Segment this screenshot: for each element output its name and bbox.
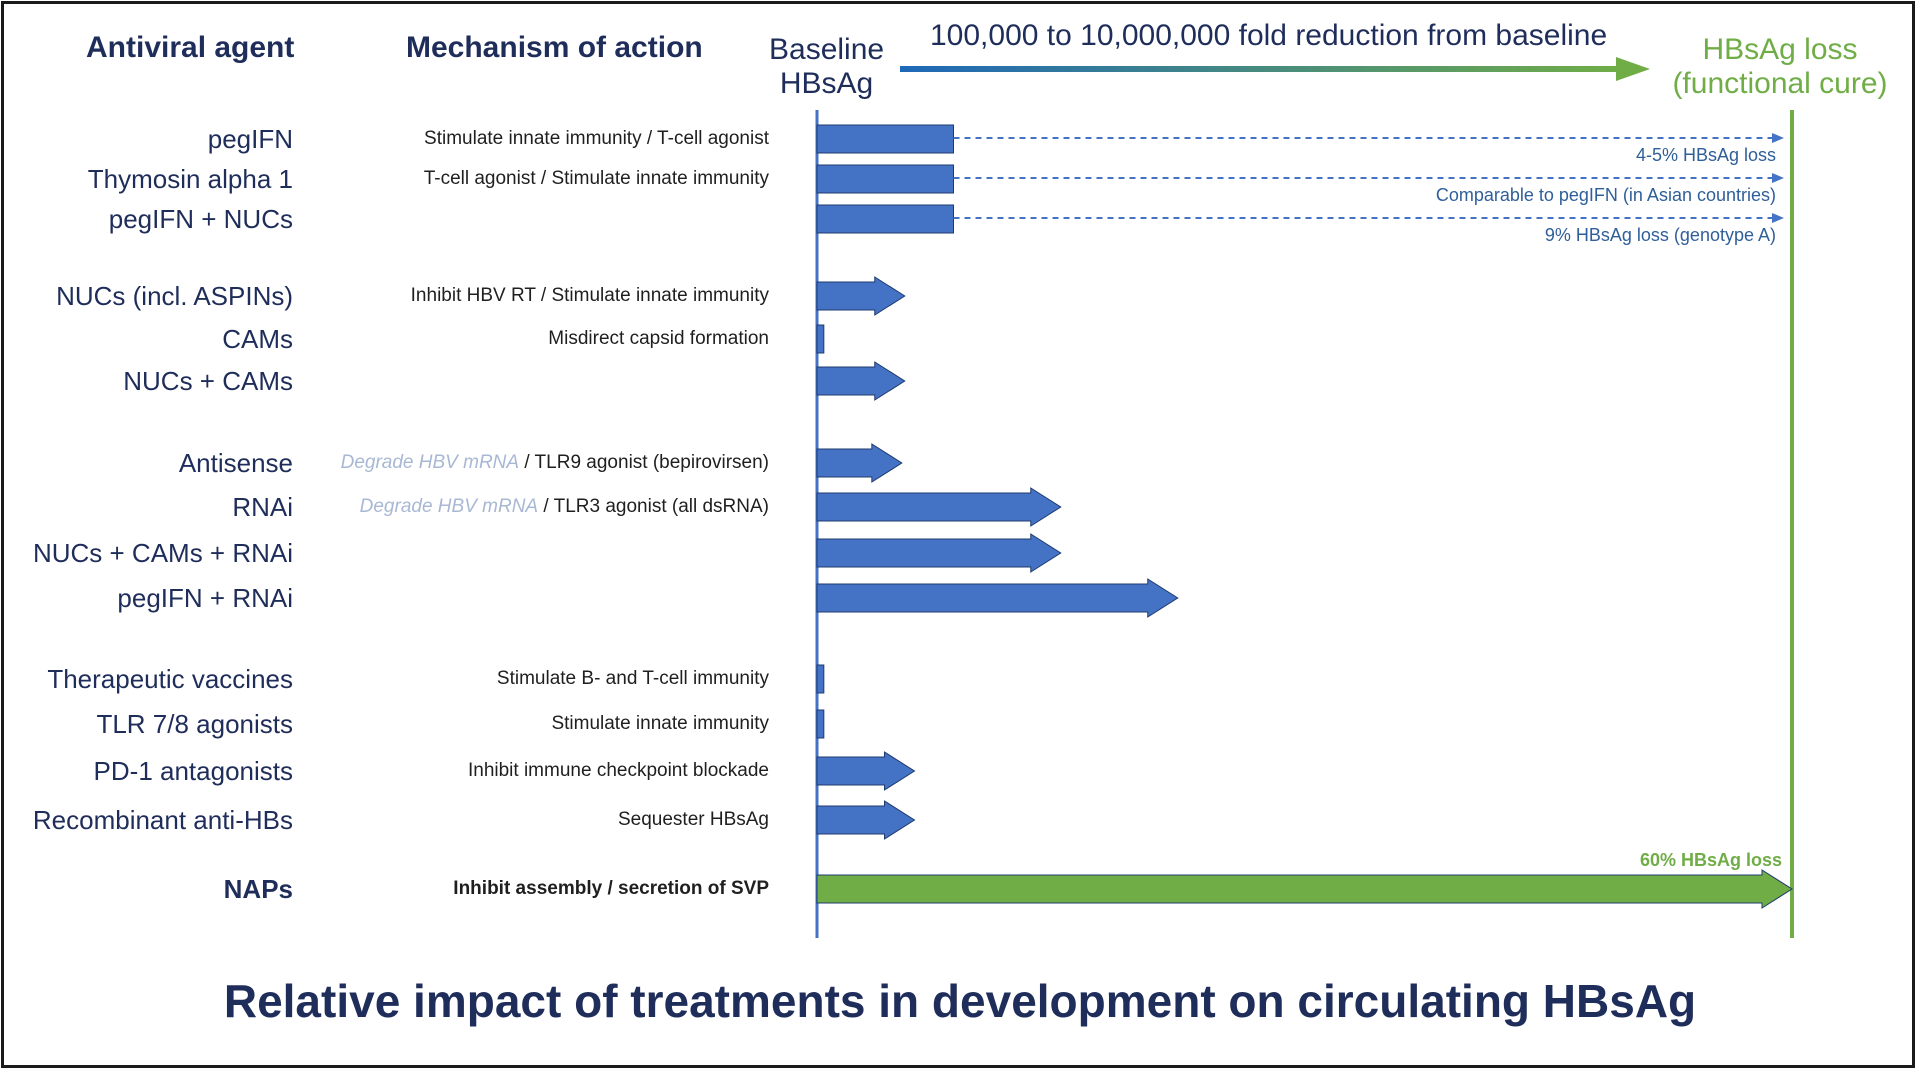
- note-2: 9% HBsAg loss (genotype A): [1544, 225, 1776, 245]
- agent-label-0: pegIFN: [207, 124, 293, 154]
- agent-label-4: CAMs: [222, 324, 293, 354]
- mechanism-label-13: Sequester HBsAg: [618, 808, 769, 832]
- mechanism-label-3: Inhibit HBV RT / Stimulate innate immuni…: [411, 284, 769, 308]
- note-0: 4-5% HBsAg loss: [1635, 145, 1776, 165]
- figure-caption: Relative impact of treatments in develop…: [223, 975, 1697, 1027]
- mechanism-text-14: Inhibit assembly / secretion of SVP: [453, 878, 769, 899]
- mechanism-faded-6: Degrade HBV mRNA: [340, 452, 520, 473]
- agent-label-7: RNAi: [232, 492, 293, 522]
- mechanism-text-11: Stimulate innate immunity: [551, 713, 769, 734]
- agent-label-3: NUCs (incl. ASPINs): [56, 281, 293, 311]
- mechanism-label-0: Stimulate innate immunity / T-cell agoni…: [424, 127, 769, 151]
- mechanism-label-14: Inhibit assembly / secretion of SVP: [453, 877, 769, 901]
- bar-4: [816, 324, 825, 354]
- cure-label: HBsAg loss (functional cure): [1672, 33, 1888, 100]
- agent-label-8: NUCs + CAMs + RNAi: [32, 538, 293, 568]
- agent-label-14: NAPs: [223, 874, 293, 904]
- bar-12: [816, 751, 916, 791]
- agent-label-2: pegIFN + NUCs: [108, 204, 293, 234]
- bar-14: [816, 869, 1793, 909]
- mechanism-text-7: / TLR3 agonist (all dsRNA): [538, 496, 769, 517]
- bar-5: [816, 361, 906, 401]
- mechanism-label-11: Stimulate innate immunity: [551, 712, 769, 736]
- bar-8: [816, 533, 1062, 573]
- agent-label-5: NUCs + CAMs: [123, 366, 293, 396]
- range-label: 100,000 to 10,000,000 fold reduction fro…: [930, 19, 1608, 52]
- mechanism-text-1: T-cell agonist / Stimulate innate immuni…: [423, 168, 769, 189]
- bar-10: [816, 664, 825, 694]
- mechanism-label-4: Misdirect capsid formation: [548, 327, 769, 351]
- mechanism-label-6: Degrade HBV mRNA / TLR9 agonist (bepirov…: [341, 451, 769, 475]
- mechanism-column-header: Mechanism of action: [406, 31, 703, 64]
- bar-13: [816, 800, 916, 840]
- bar-6: [816, 443, 903, 483]
- mechanism-text-13: Sequester HBsAg: [617, 809, 769, 830]
- note-14: 60% HBsAg loss: [1639, 850, 1782, 870]
- mechanism-label-1: T-cell agonist / Stimulate innate immuni…: [424, 167, 769, 191]
- mechanism-label-12: Inhibit immune checkpoint blockade: [468, 759, 769, 783]
- mechanism-text-6: / TLR9 agonist (bepirovirsen): [519, 452, 769, 473]
- bar-2: [816, 204, 954, 234]
- bar-11: [816, 709, 825, 739]
- agent-label-10: Therapeutic vaccines: [47, 664, 293, 694]
- mechanism-label-7: Degrade HBV mRNA / TLR3 agonist (all dsR…: [360, 495, 769, 519]
- bar-0: [816, 124, 954, 154]
- mechanism-text-12: Inhibit immune checkpoint blockade: [467, 760, 769, 781]
- agent-label-13: Recombinant anti-HBs: [32, 805, 293, 835]
- mechanism-text-10: Stimulate B- and T-cell immunity: [496, 668, 769, 689]
- bar-3: [816, 276, 906, 316]
- baseline-label: Baseline HBsAg: [769, 33, 885, 100]
- note-1: Comparable to pegIFN (in Asian countries…: [1435, 185, 1776, 205]
- agent-label-9: pegIFN + RNAi: [117, 583, 293, 613]
- range-arrow-head: [1616, 57, 1650, 81]
- mechanism-text-0: Stimulate innate immunity / T-cell agoni…: [424, 128, 769, 149]
- agent-column-header: Antiviral agent: [86, 31, 295, 64]
- bar-7: [816, 487, 1062, 527]
- agent-label-11: TLR 7/8 agonists: [96, 709, 293, 739]
- agent-label-12: PD-1 antagonists: [93, 756, 293, 786]
- bar-1: [816, 164, 954, 194]
- dashed-arrowhead-0: [1772, 133, 1784, 143]
- mechanism-faded-7: Degrade HBV mRNA: [359, 496, 539, 517]
- mechanism-text-4: Misdirect capsid formation: [548, 328, 769, 349]
- mechanism-label-10: Stimulate B- and T-cell immunity: [497, 667, 769, 691]
- agent-label-6: Antisense: [178, 448, 293, 478]
- dashed-arrowhead-2: [1772, 213, 1784, 223]
- range-arrow-shaft: [900, 66, 1620, 72]
- bar-9: [816, 578, 1179, 618]
- agent-label-1: Thymosin alpha 1: [87, 164, 293, 194]
- dashed-arrowhead-1: [1772, 173, 1784, 183]
- mechanism-text-3: Inhibit HBV RT / Stimulate innate immuni…: [410, 285, 769, 306]
